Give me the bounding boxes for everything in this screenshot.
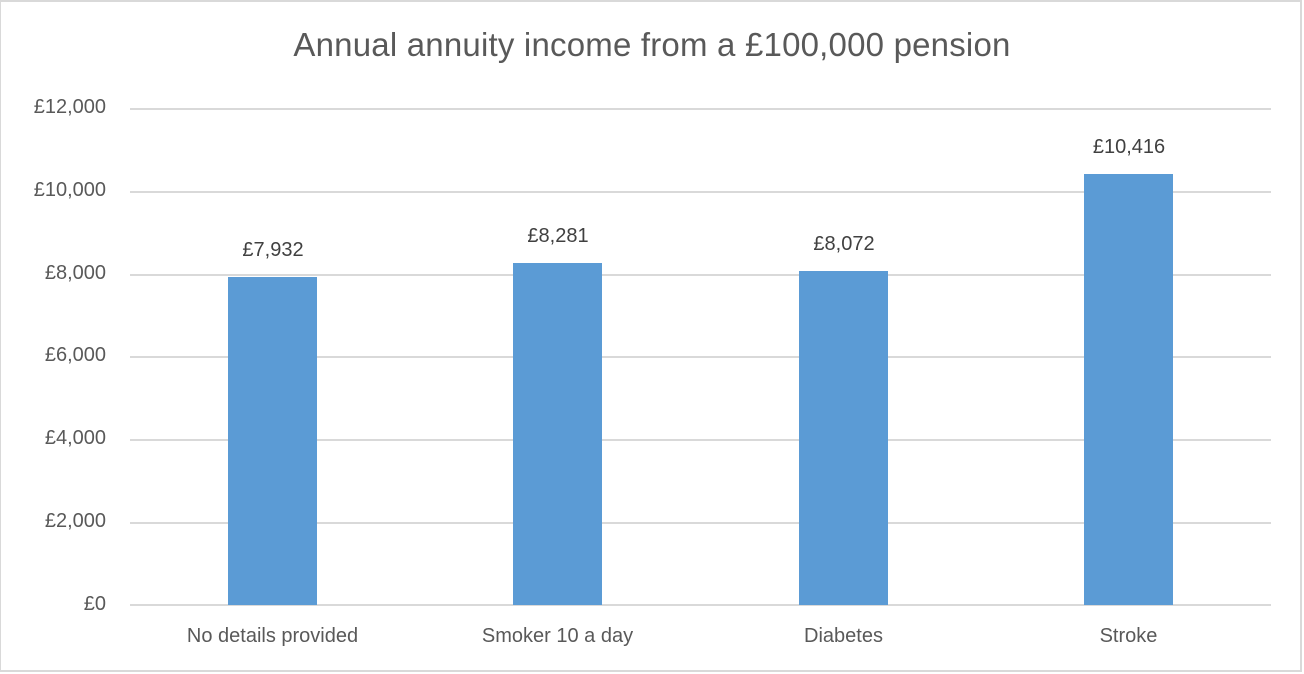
bar-stroke [1084,174,1173,605]
y-tick-label: £12,000 [33,96,106,118]
data-label: £8,281 [527,225,589,247]
chart-title: Annual annuity income from a £100,000 pe… [293,26,1011,63]
gridline-4000 [130,439,1271,441]
data-label: £10,416 [1092,136,1166,158]
bar-smoker-10-a-day [513,263,602,605]
gridline-12000 [130,108,1271,110]
x-tick-label: Stroke [1099,625,1158,647]
gridline-2000 [130,522,1271,524]
y-tick-label: £8,000 [44,262,106,284]
y-tick-label: £6,000 [44,344,106,366]
data-label: £7,932 [242,239,304,261]
data-label: £8,072 [813,233,875,255]
y-tick-label: £0 [83,593,106,615]
x-tick-label: No details provided [186,625,359,647]
gridline-6000 [130,356,1271,358]
y-tick-label: £2,000 [44,510,106,532]
gridline-8000 [130,274,1271,276]
y-tick-label: £10,000 [33,179,106,201]
gridline-10000 [130,191,1271,193]
y-tick-label: £4,000 [44,427,106,449]
x-axis-line [130,604,1271,606]
bar-no-details-provided [228,277,317,605]
bar-diabetes [799,271,888,605]
x-tick-label: Smoker 10 a day [481,625,634,647]
x-tick-label: Diabetes [804,625,883,647]
